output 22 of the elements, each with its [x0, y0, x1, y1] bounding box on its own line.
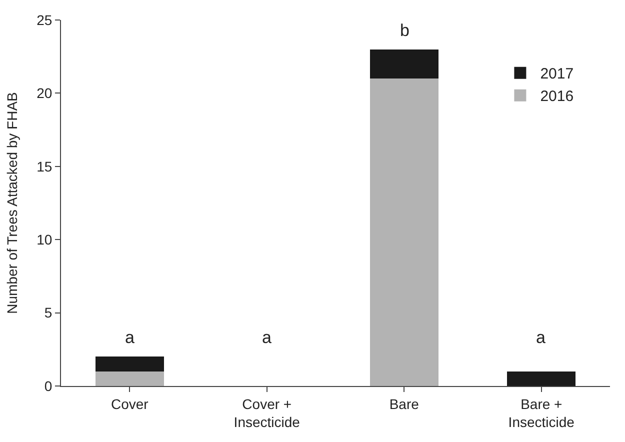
- bar: [95, 371, 164, 386]
- y-tick-label: 10: [36, 232, 52, 248]
- legend-label: 2017: [540, 66, 574, 83]
- bar: [95, 356, 164, 372]
- y-axis-title: Number of Trees Attacked by FHAB: [4, 92, 20, 314]
- y-tick-label: 0: [44, 378, 52, 394]
- x-tick-label: Cover + Insecticide: [234, 396, 300, 430]
- annotation: a: [536, 328, 546, 347]
- x-tick-label: Bare + Insecticide: [508, 396, 575, 430]
- legend-label: 2016: [540, 88, 574, 106]
- annotation: a: [262, 328, 272, 347]
- y-tick-label: 20: [36, 85, 52, 102]
- annotation: b: [400, 21, 410, 40]
- x-tick-label: Cover: [110, 396, 149, 412]
- bar: [370, 49, 438, 79]
- y-tick-label: 5: [44, 304, 52, 321]
- bar: [370, 78, 438, 386]
- y-tick-label: 25: [36, 12, 52, 28]
- x-tick-label: Bare: [389, 396, 420, 412]
- y-tick-label: 15: [36, 158, 52, 174]
- annotation: a: [125, 328, 135, 347]
- bar: [507, 371, 576, 386]
